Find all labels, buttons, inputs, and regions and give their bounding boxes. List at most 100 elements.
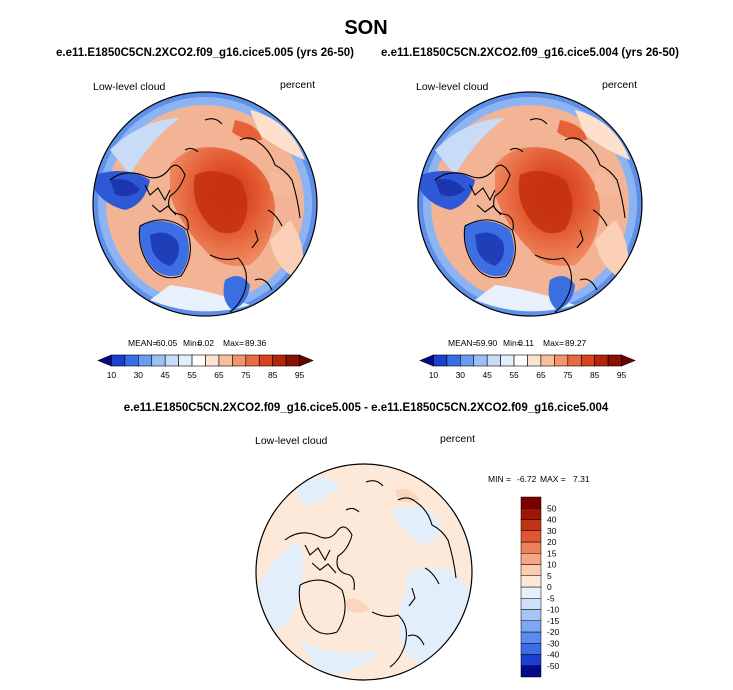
- colorbar-box: [460, 354, 475, 367]
- colorbar-box: [111, 354, 126, 367]
- colorbar-high-triangle: [299, 354, 314, 367]
- panel-title: e.e11.E1850C5CN.2XCO2.f09_g16.cice5.005 …: [56, 47, 354, 59]
- min-value: 0.11: [518, 338, 534, 348]
- colorbar-box: [473, 354, 488, 367]
- colorbar-tick-label: 30: [456, 370, 466, 380]
- colorbar-box: [272, 354, 287, 367]
- polar-map: [418, 92, 642, 316]
- colorbar-box: [520, 598, 542, 610]
- colorbar-box: [151, 354, 166, 367]
- colorbar-tick-label: 95: [295, 370, 305, 380]
- colorbar-tick-label: 30: [134, 370, 144, 380]
- colorbar-tick-label: 75: [563, 370, 573, 380]
- colorbar-box: [500, 354, 515, 367]
- colorbar-tick-label: 85: [590, 370, 600, 380]
- variable-label: Low-level cloud: [93, 81, 166, 93]
- polar-map: [256, 464, 472, 680]
- min-value: -6.72: [517, 474, 537, 484]
- max-value: 89.27: [565, 338, 587, 348]
- units-label: percent: [440, 433, 475, 445]
- colorbar-box: [554, 354, 569, 367]
- min-label: Min=: [183, 338, 202, 348]
- colorbar-tick-label: 65: [214, 370, 224, 380]
- colorbar-tick-label: 55: [509, 370, 519, 380]
- colorbar-box: [164, 354, 179, 367]
- colorbar-box: [218, 354, 233, 367]
- colorbar-high-triangle: [621, 354, 636, 367]
- colorbar-box: [285, 354, 300, 367]
- colorbar-box: [520, 519, 542, 531]
- colorbar-box: [594, 354, 609, 367]
- colorbar-box: [520, 586, 542, 599]
- units-label: percent: [280, 79, 315, 91]
- colorbar-tick-label: -10: [547, 605, 560, 615]
- mean-label: MEAN=: [128, 338, 158, 348]
- colorbar-box: [520, 496, 542, 509]
- colorbar-box: [520, 654, 542, 666]
- colorbar-tick-label: 55: [187, 370, 197, 380]
- colorbar-box: [520, 631, 542, 644]
- colorbar-box: [520, 508, 542, 520]
- max-value: 7.31: [573, 474, 590, 484]
- colorbar-tick-label: 10: [107, 370, 117, 380]
- colorbar-box: [520, 553, 542, 565]
- colorbar-tick-label: -50: [547, 661, 560, 671]
- max-value: 89.36: [245, 338, 267, 348]
- variable-label: Low-level cloud: [416, 81, 489, 93]
- colorbar-box: [138, 354, 153, 367]
- colorbar: 10 30 45 55 65 75 85 95: [419, 354, 636, 380]
- colorbar-box: [178, 354, 193, 367]
- colorbar-tick-label: 10: [429, 370, 439, 380]
- colorbar-tick-label: 30: [547, 526, 557, 536]
- colorbar-low-triangle: [419, 354, 434, 367]
- colorbar-box: [245, 354, 260, 367]
- mean-label: MEAN=: [448, 338, 478, 348]
- colorbar-box: [205, 354, 220, 367]
- colorbar-tick-label: 10: [547, 560, 557, 570]
- colorbar-tick-label: 85: [268, 370, 278, 380]
- colorbar-low-triangle: [97, 354, 112, 367]
- colorbar-box: [258, 354, 273, 367]
- colorbar-tick-label: 45: [482, 370, 492, 380]
- min-value: 0.02: [197, 338, 214, 348]
- max-label: Max=: [543, 338, 564, 348]
- units-label: percent: [602, 79, 637, 91]
- colorbar-box: [520, 530, 542, 543]
- colorbar-box: [513, 354, 528, 367]
- colorbar-tick-label: -5: [547, 593, 555, 603]
- panel-case-005: e.e11.E1850C5CN.2XCO2.f09_g16.cice5.005 …: [56, 47, 354, 380]
- colorbar-box: [124, 354, 139, 367]
- colorbar-box: [446, 354, 461, 367]
- colorbar-tick-label: 40: [547, 515, 557, 525]
- mean-value: 59.90: [476, 338, 498, 348]
- colorbar-box: [520, 575, 542, 588]
- min-label: MIN =: [488, 474, 511, 484]
- min-label: Min=: [503, 338, 522, 348]
- panel-case-004: e.e11.E1850C5CN.2XCO2.f09_g16.cice5.004 …: [381, 47, 679, 380]
- colorbar-tick-label: 20: [547, 537, 557, 547]
- colorbar-tick-label: 75: [241, 370, 251, 380]
- colorbar-tick-label: 45: [160, 370, 170, 380]
- colorbar-tick-label: -30: [547, 638, 560, 648]
- panel-title: e.e11.E1850C5CN.2XCO2.f09_g16.cice5.005 …: [124, 402, 609, 414]
- page-title: SON: [344, 17, 387, 39]
- colorbar-tick-label: 15: [547, 548, 557, 558]
- colorbar-box: [607, 354, 622, 367]
- colorbar-box: [540, 354, 555, 367]
- colorbar-box: [191, 354, 206, 367]
- colorbar: 10 30 45 55 65 75 85 95: [97, 354, 314, 380]
- colorbar-box: [520, 564, 542, 576]
- colorbar-box: [520, 643, 542, 655]
- max-label: Max=: [223, 338, 244, 348]
- colorbar-box: [520, 541, 542, 554]
- colorbar-tick-label: -20: [547, 627, 560, 637]
- colorbar-tick-label: 65: [536, 370, 546, 380]
- panel-title: e.e11.E1850C5CN.2XCO2.f09_g16.cice5.004 …: [381, 47, 679, 59]
- colorbar-tick-label: 50: [547, 503, 557, 513]
- colorbar-box: [520, 620, 542, 633]
- mean-value: 60.05: [156, 338, 178, 348]
- colorbar-tick-label: 0: [547, 582, 552, 592]
- colorbar-box: [527, 354, 542, 367]
- colorbar-tick-label: 5: [547, 571, 552, 581]
